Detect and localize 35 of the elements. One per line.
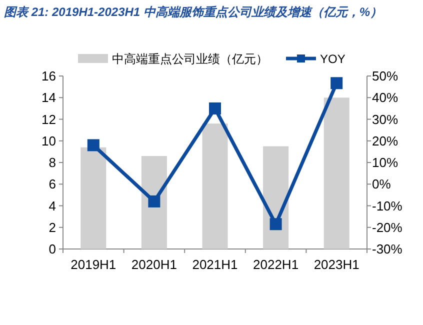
- y2-tick-label: 50%: [372, 68, 398, 84]
- point: [148, 195, 160, 208]
- y-tick-label: 2: [48, 220, 56, 235]
- point: [270, 218, 282, 230]
- y2-tick-label: 40%: [372, 90, 398, 106]
- y2-tick-label: -10%: [372, 198, 403, 214]
- bar: [202, 124, 228, 249]
- x-tick-label: 2021H1: [192, 257, 238, 272]
- y-tick-label: 14: [42, 90, 56, 106]
- y-tick-label: 8: [48, 155, 56, 170]
- y2-tick-label: -30%: [372, 242, 403, 256]
- x-tick-label: 2023H1: [314, 257, 360, 272]
- legend-label: YOY: [320, 52, 346, 66]
- y-tick-label: 16: [42, 68, 56, 84]
- bar: [80, 147, 106, 249]
- y2-tick-label: 0%: [372, 176, 392, 192]
- y-tick-label: 12: [42, 112, 56, 127]
- y-tick-label: 6: [48, 176, 56, 192]
- y-tick-label: 0: [48, 242, 56, 256]
- point: [87, 139, 100, 152]
- x-tick-label: 2020H1: [131, 257, 177, 272]
- y-tick-label: 4: [48, 198, 56, 214]
- y2-tick-label: 30%: [372, 112, 398, 127]
- chart-title: 图表 21: 2019H1-2023H1 中高端服饰重点公司业绩及增速（亿元，%）: [4, 5, 382, 19]
- x-tick-label: 2022H1: [253, 257, 299, 272]
- point: [209, 102, 221, 114]
- bar: [324, 98, 350, 249]
- y-tick-label: 10: [42, 133, 56, 148]
- y2-tick-label: -20%: [372, 220, 403, 235]
- x-tick-label: 2019H1: [70, 257, 116, 272]
- point: [330, 77, 343, 90]
- y2-tick-label: 10%: [372, 155, 398, 170]
- legend-label: 中高端重点公司业绩（亿元）: [112, 52, 268, 66]
- y2-tick-label: 20%: [372, 133, 398, 148]
- bar: [141, 156, 167, 249]
